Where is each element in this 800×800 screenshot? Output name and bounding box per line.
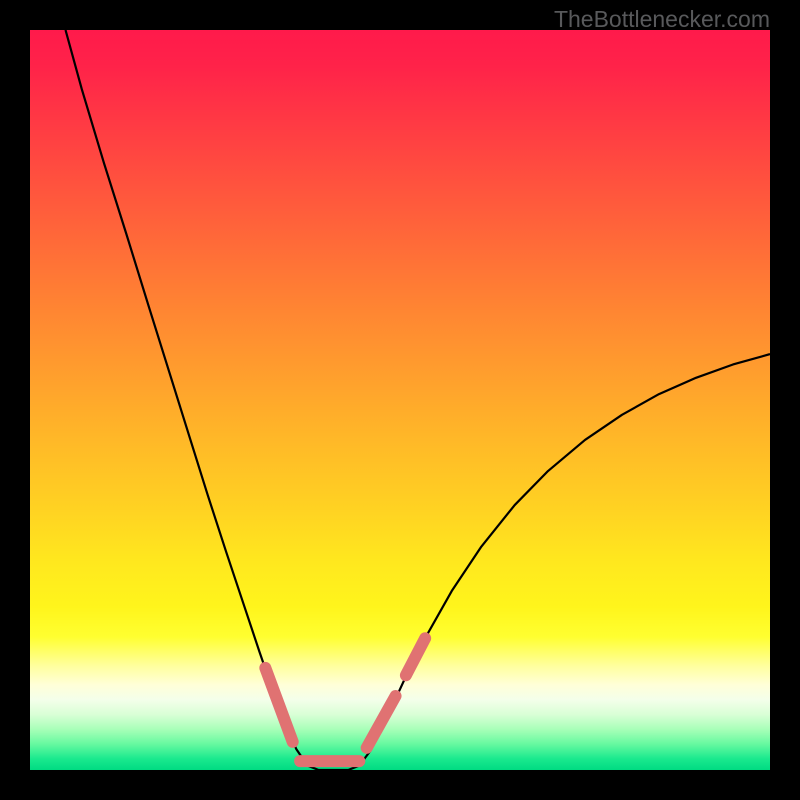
chart-stage: TheBottlenecker.com [0,0,800,800]
plot-area [30,30,770,770]
gradient-background [30,30,770,770]
plot-svg [30,30,770,770]
watermark-text: TheBottlenecker.com [554,6,770,33]
